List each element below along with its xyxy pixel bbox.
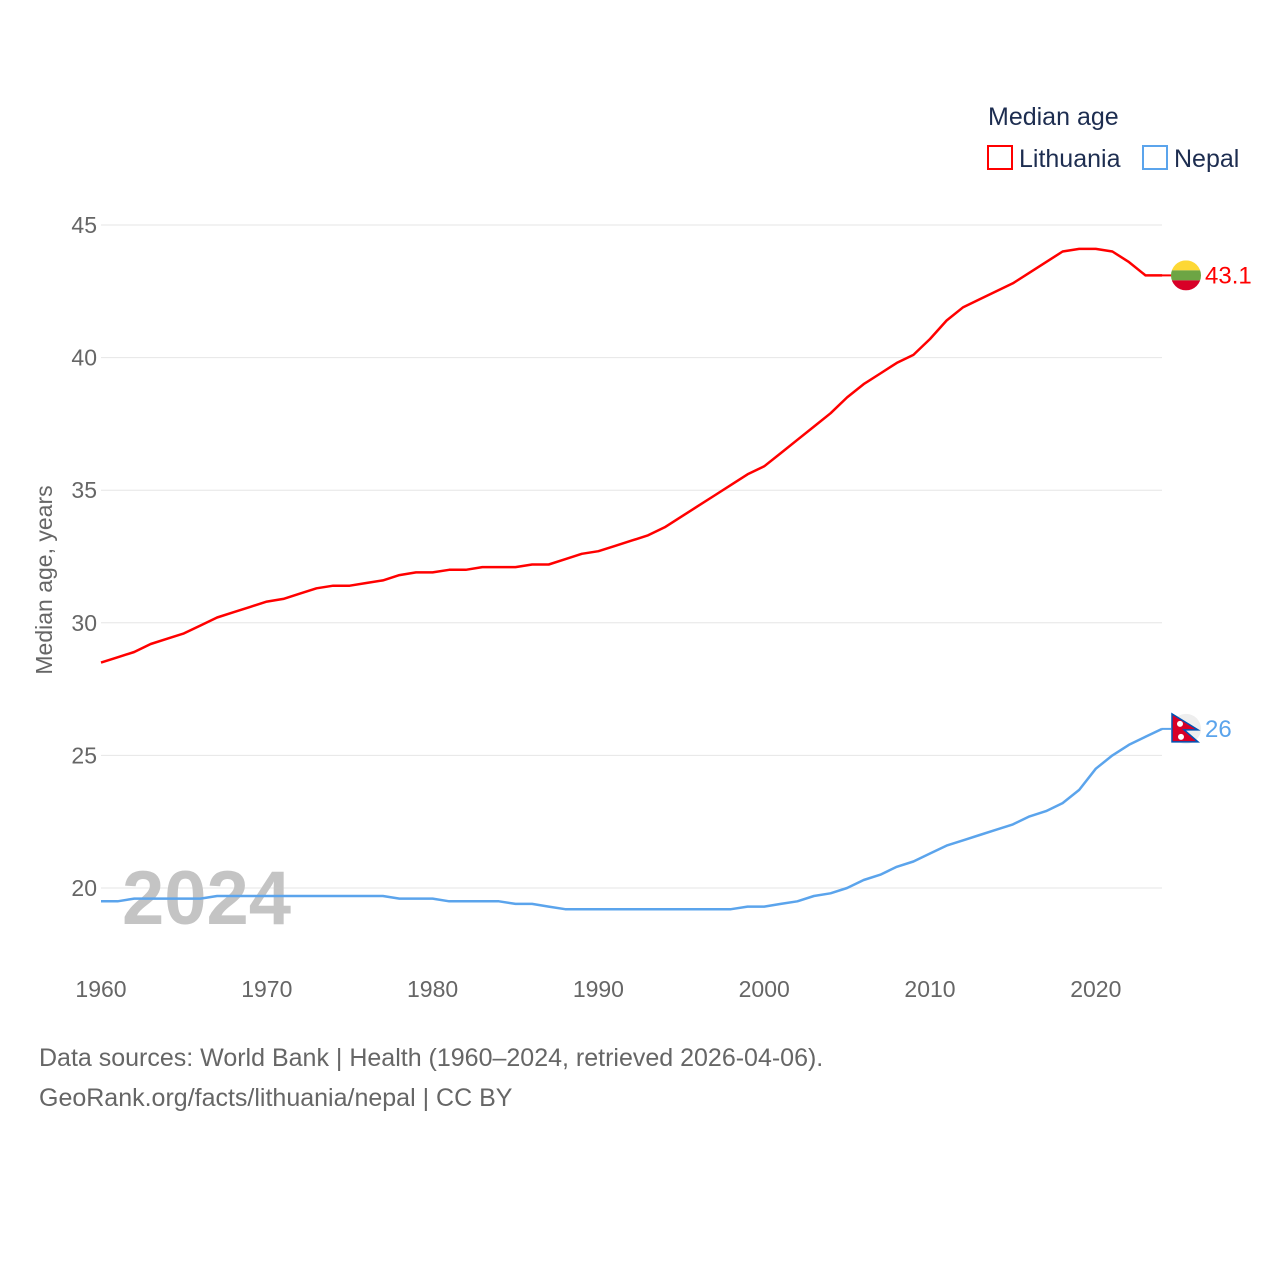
legend-swatch-lithuania — [987, 145, 1013, 170]
flag-stripe-red — [1171, 280, 1201, 291]
source-link[interactable]: GeoRank.org/facts/lithuania/nepal | CC B… — [39, 1084, 513, 1112]
legend-label-nepal: Nepal — [1174, 145, 1239, 173]
end-value-label: 43.1 — [1205, 262, 1252, 289]
y-tick-label: 35 — [71, 477, 97, 503]
y-tick-label: 40 — [71, 345, 97, 371]
lithuania-flag-icon — [1171, 260, 1201, 291]
y-tick-label: 30 — [71, 610, 97, 636]
series-line-nepal — [101, 727, 1163, 911]
y-tick-label: 20 — [71, 875, 97, 901]
x-tick-label: 2000 — [739, 976, 790, 1002]
end-value-label: 26 — [1205, 716, 1232, 743]
x-tick-label: 1970 — [241, 976, 292, 1002]
source-note: Data sources: World Bank | Health (1960–… — [39, 1044, 824, 1072]
x-tick-label: 2010 — [904, 976, 955, 1002]
flag-stripe-yellow — [1171, 260, 1201, 271]
y-tick-label: 45 — [71, 212, 97, 238]
flag-stripe-green — [1171, 270, 1201, 281]
x-tick-label: 1990 — [573, 976, 624, 1002]
flag-pennant — [1171, 712, 1201, 743]
y-tick-label: 25 — [71, 742, 97, 768]
y-axis-label: Median age, years — [31, 485, 57, 674]
x-tick-label: 1960 — [75, 976, 126, 1002]
x-tick-label: 1980 — [407, 976, 458, 1002]
flag-moon — [1177, 720, 1183, 727]
legend-swatch-nepal — [1142, 145, 1168, 170]
legend-title: Median age — [988, 103, 1119, 131]
series-line-lithuania — [100, 247, 1163, 664]
flag-sun — [1178, 733, 1184, 740]
nepal-flag-icon — [1171, 712, 1201, 744]
x-tick-label: 2020 — [1070, 976, 1121, 1002]
legend-label-lithuania: Lithuania — [1019, 145, 1121, 173]
